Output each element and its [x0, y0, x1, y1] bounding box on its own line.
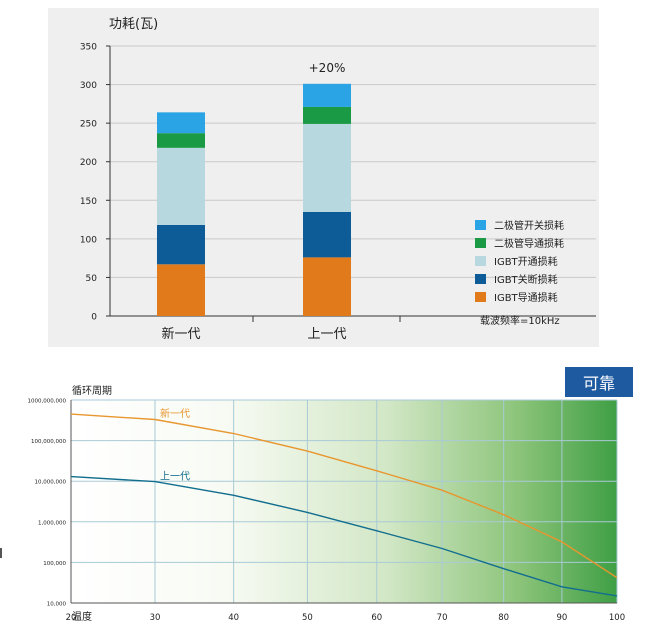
y-tick-label: 10,000 [47, 602, 67, 608]
y-tick-label: 200 [80, 158, 97, 168]
legend-label: IGBT导通损耗 [494, 291, 558, 304]
bar-segment [303, 123, 351, 212]
x-axis-title: 温度 [72, 610, 92, 623]
y-tick-label: 100 [80, 235, 97, 245]
edge-mark [0, 548, 2, 558]
chart-note: 载波频率=10kHz [480, 314, 560, 327]
x-tick-label: 80 [498, 613, 509, 623]
bar-segment [303, 106, 351, 124]
legend-swatch [475, 220, 486, 230]
bar-segment [157, 147, 205, 225]
legend-swatch [475, 238, 486, 248]
y-tick-label: 1,000,000 [38, 520, 66, 526]
x-tick-label: 90 [556, 613, 567, 623]
x-tick-label: 新一代 [161, 326, 200, 342]
y-tick-label: 300 [80, 81, 97, 91]
x-tick-label: 30 [150, 613, 161, 623]
x-tick-label: 上一代 [307, 327, 346, 342]
cycle-life-chart: 循环周期 1000,000,000 100,000,000 10,000,000 1,0… [28, 384, 626, 623]
bar-segment [157, 133, 205, 148]
y-tick-label: 150 [80, 197, 97, 207]
y-tick-label: 1000,000,000 [28, 399, 67, 405]
y-axis-title: 功耗(瓦) [109, 17, 158, 32]
y-tick-label: 0 [91, 313, 97, 323]
series-label: 新一代 [160, 407, 190, 420]
legend-swatch [475, 292, 486, 302]
bar-segment [303, 211, 351, 258]
legend-label: IGBT关断损耗 [494, 273, 558, 286]
bar-segment [157, 112, 205, 134]
series-line [70, 413, 618, 579]
x-tick-label: 20 [66, 613, 77, 623]
legend-swatch [475, 256, 486, 266]
stacked-bar-panel: 功耗(瓦) 0 50 100 150 200 250 300 350 新一代 上一代 +20% 二极管开… [48, 8, 599, 347]
x-tick-label: 50 [302, 613, 313, 623]
x-tick-label: 100 [609, 613, 625, 623]
x-tick-label: 60 [371, 613, 382, 623]
y-tick-label: 10,000,000 [35, 480, 67, 486]
legend-label: IGBT开通损耗 [494, 255, 558, 268]
reliability-badge: 可靠 [565, 367, 633, 397]
x-tick-label: 40 [228, 613, 239, 623]
y-tick-label: 350 [80, 43, 97, 53]
y-tick-label: 50 [86, 274, 98, 284]
series-label: 上一代 [160, 471, 190, 483]
bar-segment [303, 257, 351, 316]
bar-segment [303, 83, 351, 107]
legend-label: 二极管导通损耗 [494, 237, 564, 250]
plot-background [71, 400, 617, 603]
bar-annotation: +20% [309, 61, 346, 75]
bar-segment [157, 264, 205, 316]
power-loss-chart: 功耗(瓦) 0 50 100 150 200 250 300 350 新一代 上一代 +20% 二极管开… [80, 17, 596, 342]
x-tick-label: 70 [437, 613, 448, 623]
y-axis-title: 循环周期 [72, 384, 112, 397]
legend-label: 二极管开关损耗 [494, 219, 564, 232]
series-line [70, 475, 618, 597]
legend-swatch [475, 274, 486, 284]
y-tick-label: 100,000,000 [31, 439, 66, 445]
bar-segment [157, 224, 205, 265]
y-tick-label: 100,000 [43, 561, 66, 567]
y-tick-label: 250 [80, 120, 97, 130]
